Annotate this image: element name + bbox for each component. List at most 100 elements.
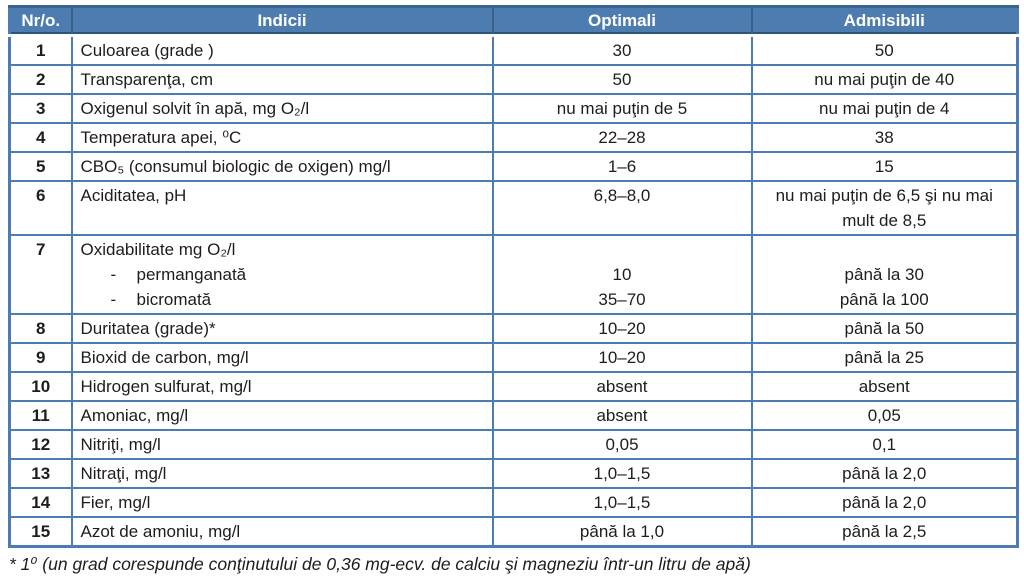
table-row: 8 Duritatea (grade)* 10–20 până la 50 bbox=[8, 313, 1019, 344]
cell-line: nu mai puţin de 4 bbox=[819, 99, 950, 118]
cell-indicii: Amoniac, mg/l bbox=[70, 400, 494, 431]
table-row: 5 CBO₅ (consumul biologic de oxigen) mg/l… bbox=[8, 151, 1019, 182]
cell-nr: 9 bbox=[8, 342, 73, 373]
cell-line bbox=[81, 208, 484, 233]
table-row: 10 Hidrogen sulfurat, mg/l absent absent bbox=[8, 371, 1019, 402]
cell-admisibili: absent bbox=[750, 371, 1019, 402]
cell-line: Temperatura apei, ⁰C bbox=[80, 128, 242, 147]
cell-line: 0,05 bbox=[867, 406, 901, 425]
cell-admisibili: până la 50 bbox=[750, 313, 1019, 344]
cell-line: până la 100 bbox=[839, 290, 929, 309]
cell-line: nu mai puţin de 5 bbox=[556, 99, 688, 118]
cell-line: Nitraţi, mg/l bbox=[80, 464, 167, 483]
cell-admisibili: 0,05 bbox=[750, 400, 1019, 431]
cell-line: nu mai puţin de 6,5 şi nu mai mult de 8,… bbox=[775, 186, 993, 230]
cell-admisibili: nu mai puţin de 40 bbox=[750, 64, 1019, 95]
cell-admisibili: până la 2,0 bbox=[750, 487, 1019, 518]
cell-nr: 15 bbox=[8, 516, 73, 548]
cell-line: până la 1,0 bbox=[579, 522, 665, 541]
cell-admisibili: până la 30 până la 100 bbox=[750, 234, 1019, 315]
col-header-optimali: Optimali bbox=[491, 5, 752, 37]
cell-line: Amoniac, mg/l bbox=[80, 406, 189, 425]
cell-indicii: Aciditatea, pH bbox=[70, 180, 494, 236]
cell-indicii: CBO₅ (consumul biologic de oxigen) mg/l bbox=[70, 151, 494, 182]
cell-nr: 4 bbox=[8, 122, 73, 153]
cell-nr: 14 bbox=[8, 487, 73, 518]
cell-line: 50 bbox=[612, 70, 632, 89]
cell-line: Oxigenul solvit în apă, mg O₂/l bbox=[80, 99, 310, 118]
cell-admisibili: 0,1 bbox=[750, 429, 1019, 460]
col-header-indicii: Indicii bbox=[70, 5, 493, 37]
cell-optimali: 1,0–1,5 bbox=[491, 458, 753, 489]
cell-indicii: Azot de amoniu, mg/l bbox=[70, 516, 494, 548]
cell-indicii: Fier, mg/l bbox=[70, 487, 494, 518]
cell-optimali: 22–28 bbox=[491, 122, 753, 153]
cell-admisibili: până la 25 bbox=[750, 342, 1019, 373]
cell-nr: 13 bbox=[8, 458, 73, 489]
cell-line: 50 bbox=[874, 41, 894, 60]
cell-optimali: 0,05 bbox=[491, 429, 753, 460]
cell-line: până la 2,0 bbox=[842, 493, 927, 512]
col-header-admisibili: Admisibili bbox=[750, 5, 1018, 37]
table-row: 7 Oxidabilitate mg O₂/l - permanganată - bicr… bbox=[8, 234, 1019, 315]
cell-line: Duritatea (grade)* bbox=[80, 319, 216, 338]
cell-line: Bioxid de carbon, mg/l bbox=[80, 348, 249, 367]
cell-line: Transparenţa, cm bbox=[80, 70, 214, 89]
cell-line: 6,8–8,0 bbox=[593, 186, 651, 205]
table-row: 12 Nitriţi, mg/l 0,05 0,1 bbox=[8, 429, 1019, 460]
cell-line: 15 bbox=[874, 157, 894, 176]
cell-line: 38 bbox=[874, 128, 894, 147]
cell-line: - bicromată bbox=[110, 290, 212, 309]
cell-optimali: 10 35–70 bbox=[491, 234, 753, 315]
cell-indicii: Oxidabilitate mg O₂/l - permanganată - bicro… bbox=[70, 234, 494, 315]
cell-admisibili: până la 2,0 bbox=[750, 458, 1019, 489]
cell-line: CBO₅ (consumul biologic de oxigen) mg/l bbox=[80, 157, 391, 176]
cell-line: Aciditatea, pH bbox=[80, 186, 187, 205]
cell-line: 1–6 bbox=[607, 157, 637, 176]
cell-indicii: Nitraţi, mg/l bbox=[70, 458, 494, 489]
cell-line: 1,0–1,5 bbox=[593, 464, 651, 483]
cell-line: 0,1 bbox=[872, 435, 897, 454]
cell-optimali: 1,0–1,5 bbox=[491, 487, 753, 518]
table-row: 3 Oxigenul solvit în apă, mg O₂/l nu mai p… bbox=[8, 93, 1019, 124]
cell-nr: 12 bbox=[8, 429, 73, 460]
cell-indicii: Temperatura apei, ⁰C bbox=[70, 122, 494, 153]
cell-line: până la 30 bbox=[844, 265, 924, 284]
cell-line: Hidrogen sulfurat, mg/l bbox=[80, 377, 252, 396]
cell-line: Azot de amoniu, mg/l bbox=[80, 522, 241, 541]
cell-nr: 7 bbox=[8, 234, 73, 315]
cell-indicii: Bioxid de carbon, mg/l bbox=[70, 342, 494, 373]
cell-line: 30 bbox=[612, 41, 632, 60]
table-row: 13 Nitraţi, mg/l 1,0–1,5 până la 2,0 bbox=[8, 458, 1019, 489]
col-header-nro: Nr/o. bbox=[9, 5, 72, 37]
cell-line: absent bbox=[596, 377, 648, 396]
cell-line: până la 2,0 bbox=[842, 464, 927, 483]
cell-optimali: 10–20 bbox=[491, 313, 753, 344]
cell-indicii: Transparenţa, cm bbox=[70, 64, 494, 95]
cell-nr: 8 bbox=[8, 313, 73, 344]
water-quality-table: Nr/o. Indicii Optimali Admisibili 1 Culoarea… bbox=[8, 5, 1019, 548]
cell-indicii: Duritatea (grade)* bbox=[70, 313, 494, 344]
table-row: 4 Temperatura apei, ⁰C 22–28 38 bbox=[8, 122, 1019, 153]
cell-optimali: 10–20 bbox=[491, 342, 753, 373]
cell-line: nu mai puţin de 40 bbox=[814, 70, 955, 89]
cell-optimali: absent bbox=[491, 371, 753, 402]
cell-line: 0,05 bbox=[605, 435, 639, 454]
table-row: 1 Culoarea (grade ) 30 50 bbox=[8, 34, 1019, 66]
footnote: * 1⁰ (un grad corespunde conţinutului de… bbox=[9, 554, 751, 574]
cell-optimali: 30 bbox=[491, 34, 753, 66]
cell-line: până la 25 bbox=[844, 348, 924, 367]
cell-line: 10–20 bbox=[598, 319, 646, 338]
cell-line: 10 bbox=[612, 265, 632, 284]
cell-indicii: Oxigenul solvit în apă, mg O₂/l bbox=[70, 93, 494, 124]
cell-nr: 2 bbox=[8, 64, 73, 95]
cell-nr: 5 bbox=[8, 151, 73, 182]
cell-nr: 1 bbox=[8, 34, 73, 66]
cell-line: 22–28 bbox=[598, 128, 646, 147]
cell-admisibili: nu mai puţin de 4 bbox=[750, 93, 1019, 124]
cell-optimali: nu mai puţin de 5 bbox=[491, 93, 753, 124]
cell-line: absent bbox=[858, 377, 910, 396]
cell-line: 1,0–1,5 bbox=[593, 493, 651, 512]
table-row: 11 Amoniac, mg/l absent 0,05 bbox=[8, 400, 1019, 431]
table-row: 2 Transparenţa, cm 50 nu mai puţin de 40 bbox=[8, 64, 1019, 95]
